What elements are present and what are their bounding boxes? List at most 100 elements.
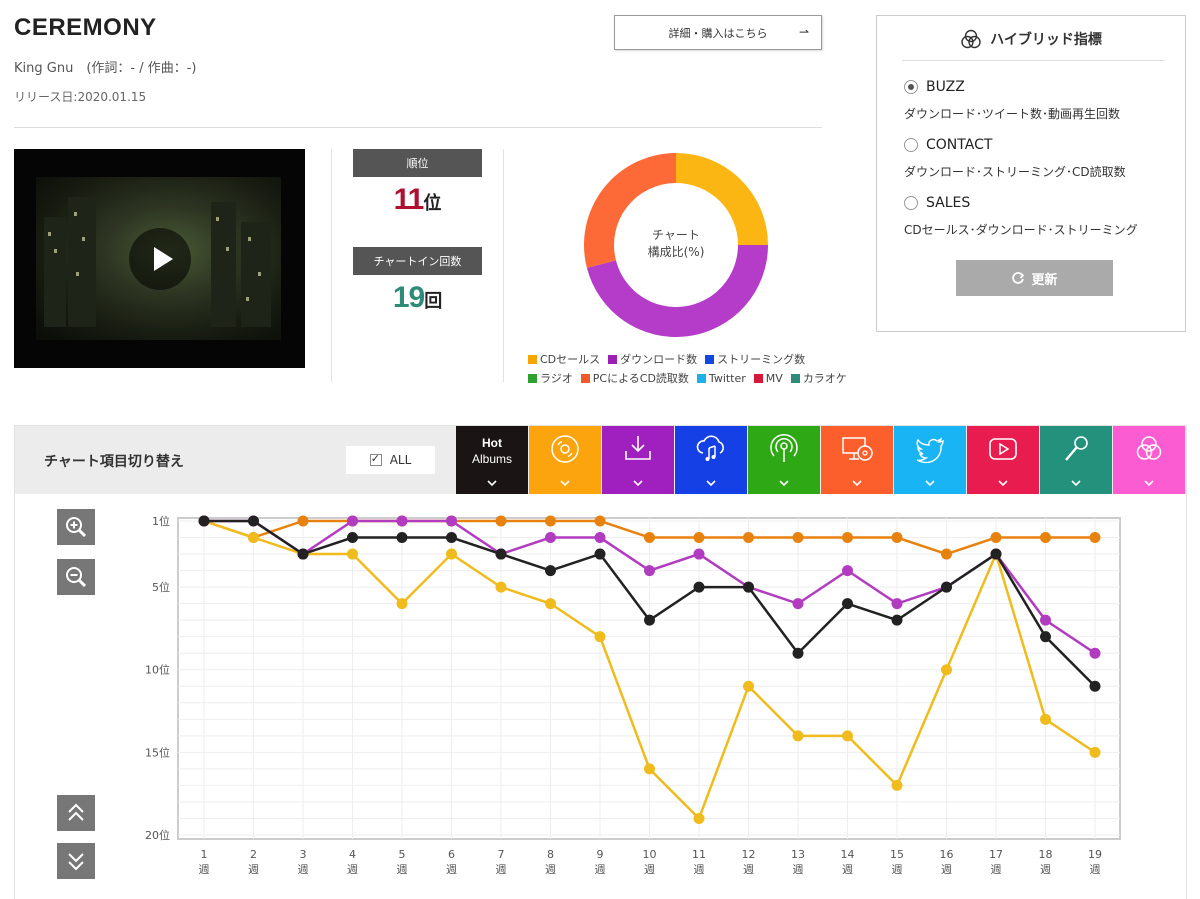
video-thumbnail[interactable] <box>14 149 305 368</box>
hybrid-option-buzz[interactable]: BUZZ <box>904 79 965 95</box>
data-point[interactable] <box>891 598 903 610</box>
radio-button[interactable] <box>904 138 918 152</box>
legend-swatch <box>608 354 618 364</box>
data-point[interactable] <box>1040 631 1051 643</box>
tab-cd[interactable] <box>529 426 601 494</box>
data-point[interactable] <box>594 515 606 527</box>
scroll-down-button[interactable] <box>57 843 95 879</box>
data-point[interactable] <box>941 664 952 676</box>
data-point[interactable] <box>495 581 507 593</box>
tab-karaoke[interactable] <box>1040 426 1112 494</box>
data-point[interactable] <box>1040 614 1051 626</box>
all-toggle-button[interactable]: ALL <box>346 446 435 474</box>
data-point[interactable] <box>248 515 259 527</box>
download-icon <box>625 436 651 460</box>
data-point[interactable] <box>198 515 210 527</box>
data-point[interactable] <box>644 565 655 577</box>
data-point[interactable] <box>594 532 606 544</box>
tab-twitter[interactable] <box>894 426 966 494</box>
hybrid-option-contact[interactable]: CONTACT <box>904 137 992 153</box>
data-point[interactable] <box>792 730 804 742</box>
x-tick-unit: 週 <box>199 863 210 876</box>
data-point[interactable] <box>644 763 655 775</box>
data-point[interactable] <box>743 532 754 544</box>
data-point[interactable] <box>792 598 804 610</box>
data-point[interactable] <box>693 548 705 560</box>
data-point[interactable] <box>545 598 556 610</box>
tab-hybrid[interactable] <box>1113 426 1185 494</box>
play-icon[interactable] <box>129 228 191 290</box>
data-point[interactable] <box>842 730 853 742</box>
legend-item: MV <box>753 370 783 386</box>
data-point[interactable] <box>248 532 259 544</box>
data-point[interactable] <box>1089 680 1101 692</box>
tab-mv[interactable] <box>967 426 1039 494</box>
radio-button[interactable] <box>904 196 918 210</box>
data-point[interactable] <box>644 532 655 544</box>
data-point[interactable] <box>347 548 358 560</box>
tab-pc-cd[interactable] <box>821 426 893 494</box>
data-point[interactable] <box>446 548 457 560</box>
checkbox[interactable] <box>369 452 382 466</box>
window-light <box>74 212 77 216</box>
data-point[interactable] <box>792 532 804 544</box>
x-tick-label: 8 <box>547 848 554 861</box>
data-point[interactable] <box>545 515 556 527</box>
buy-details-button[interactable]: 詳細・購入はこちら ⇀ <box>614 15 822 50</box>
data-point[interactable] <box>842 532 853 544</box>
data-point[interactable] <box>396 515 408 527</box>
data-point[interactable] <box>594 631 606 643</box>
y-tick-label: 1位 <box>152 514 170 528</box>
data-point[interactable] <box>990 548 1002 560</box>
tab-hot-albums[interactable]: Hot Albums <box>456 426 528 494</box>
data-point[interactable] <box>297 548 309 560</box>
data-point[interactable] <box>1040 713 1051 725</box>
hot-albums-label: Hot Albums <box>472 435 512 467</box>
data-point[interactable] <box>1089 746 1101 758</box>
data-point[interactable] <box>990 532 1002 544</box>
data-point[interactable] <box>743 581 754 593</box>
zoom-out-button[interactable] <box>57 559 95 595</box>
scroll-up-button[interactable] <box>57 795 95 831</box>
data-point[interactable] <box>396 532 408 544</box>
data-point[interactable] <box>297 515 309 527</box>
data-point[interactable] <box>446 532 457 544</box>
data-point[interactable] <box>495 548 507 560</box>
window-light <box>54 249 57 253</box>
data-point[interactable] <box>842 565 853 577</box>
hybrid-option-sales[interactable]: SALES <box>904 195 970 211</box>
data-point[interactable] <box>545 532 556 544</box>
data-point[interactable] <box>1089 647 1101 659</box>
data-point[interactable] <box>891 779 903 791</box>
data-point[interactable] <box>347 515 358 527</box>
data-point[interactable] <box>644 614 655 626</box>
data-point[interactable] <box>842 598 853 610</box>
data-point[interactable] <box>495 515 507 527</box>
data-point[interactable] <box>891 532 903 544</box>
hybrid-option-label: SALES <box>926 195 971 211</box>
tab-download[interactable] <box>602 426 674 494</box>
data-point[interactable] <box>1089 532 1101 544</box>
data-point[interactable] <box>594 548 606 560</box>
data-point[interactable] <box>545 565 556 577</box>
data-point[interactable] <box>891 614 903 626</box>
radio-button[interactable] <box>904 80 918 94</box>
data-point[interactable] <box>1040 532 1051 544</box>
x-tick-label: 13 <box>791 848 805 861</box>
data-point[interactable] <box>693 532 705 544</box>
data-point[interactable] <box>347 532 358 544</box>
refresh-button[interactable]: 更新 <box>956 260 1113 296</box>
legend-label: ダウンロード数 <box>620 353 698 366</box>
data-point[interactable] <box>743 680 754 692</box>
data-point[interactable] <box>941 581 952 593</box>
data-point[interactable] <box>396 598 408 610</box>
tab-streaming[interactable] <box>675 426 747 494</box>
data-point[interactable] <box>693 581 705 593</box>
data-point[interactable] <box>941 548 952 560</box>
data-point[interactable] <box>446 515 457 527</box>
x-tick-label: 4 <box>349 848 356 861</box>
zoom-in-button[interactable] <box>57 509 95 545</box>
data-point[interactable] <box>792 647 804 659</box>
tab-radio[interactable] <box>748 426 820 494</box>
data-point[interactable] <box>693 812 705 824</box>
